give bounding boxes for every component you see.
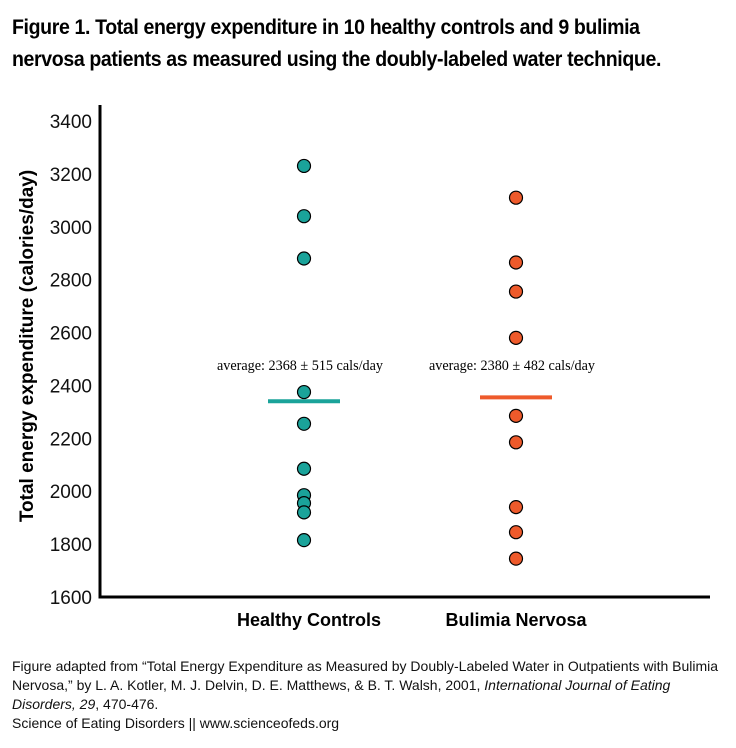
y-tick-label: 2600 [50, 324, 92, 345]
healthy-controls-data-point [296, 209, 312, 224]
bulimia-nervosa-data-point [508, 190, 524, 205]
y-tick-label: 1600 [50, 588, 92, 609]
bulimia-nervosa-data-point [508, 435, 524, 450]
healthy-controls-data-point [296, 533, 312, 548]
y-tick-label: 2800 [50, 271, 92, 292]
y-axis-label: Total energy expenditure (calories/day) [17, 170, 38, 522]
y-tick-label: 1800 [50, 535, 92, 556]
y-tick-label: 3200 [50, 165, 92, 186]
chart-marks: average: 2368 ± 515 cals/day average: 238… [217, 158, 595, 566]
y-tick-label: 2400 [50, 376, 92, 397]
y-tick-label: 3400 [50, 112, 92, 133]
y-axis-ticks: 1600 1800 2000 2200 2400 2600 2800 3000 3200 3400 [50, 112, 92, 609]
x-category-label: Bulimia Nervosa [445, 610, 587, 630]
y-tick-label: 2000 [50, 482, 92, 503]
figure-title: Figure 1. Total energy expenditure in 10… [12, 16, 662, 71]
bulimia-nervosa-data-point [508, 499, 524, 515]
healthy-controls-data-point [296, 384, 312, 400]
bulimia-nervosa-data-point [508, 330, 524, 345]
bulimia-nervosa-data-point [508, 255, 524, 270]
healthy-controls-data-point [296, 505, 312, 520]
bulimia-nervosa-data-point [508, 551, 524, 566]
bulimia-nervosa-average-annotation: average: 2380 ± 482 cals/day [429, 358, 595, 374]
y-tick-label: 2200 [50, 429, 92, 450]
healthy-controls-data-point [296, 461, 312, 476]
healthy-controls-data-point [296, 158, 312, 174]
citation: Figure adapted from “Total Energy Expend… [12, 657, 728, 714]
figure-footer: Figure adapted from “Total Energy Expend… [12, 657, 728, 733]
bulimia-nervosa-data-point [508, 408, 524, 423]
scatter-chart: 1600 1800 2000 2200 2400 2600 2800 3000 3200 3400… [17, 105, 710, 630]
y-tick-label: 3000 [50, 218, 92, 239]
category-labels: Healthy Controls Bulimia Nervosa [237, 610, 588, 630]
healthy-controls-average-annotation: average: 2368 ± 515 cals/day [217, 358, 383, 374]
healthy-controls-data-point [296, 416, 312, 431]
bulimia-nervosa-data-point [508, 525, 524, 540]
chart-axes [98, 105, 710, 599]
citation-text: Figure adapted from “Total Energy Expend… [12, 658, 719, 693]
x-category-label: Healthy Controls [237, 610, 381, 630]
site-credit: Science of Eating Disorders || www.scien… [12, 715, 340, 731]
citation-journal: International Journal of Eating Disorder… [12, 677, 671, 712]
healthy-controls-data-point [296, 251, 312, 266]
citation-pages: , 470-476. [95, 696, 159, 712]
bulimia-nervosa-data-point [508, 284, 524, 299]
